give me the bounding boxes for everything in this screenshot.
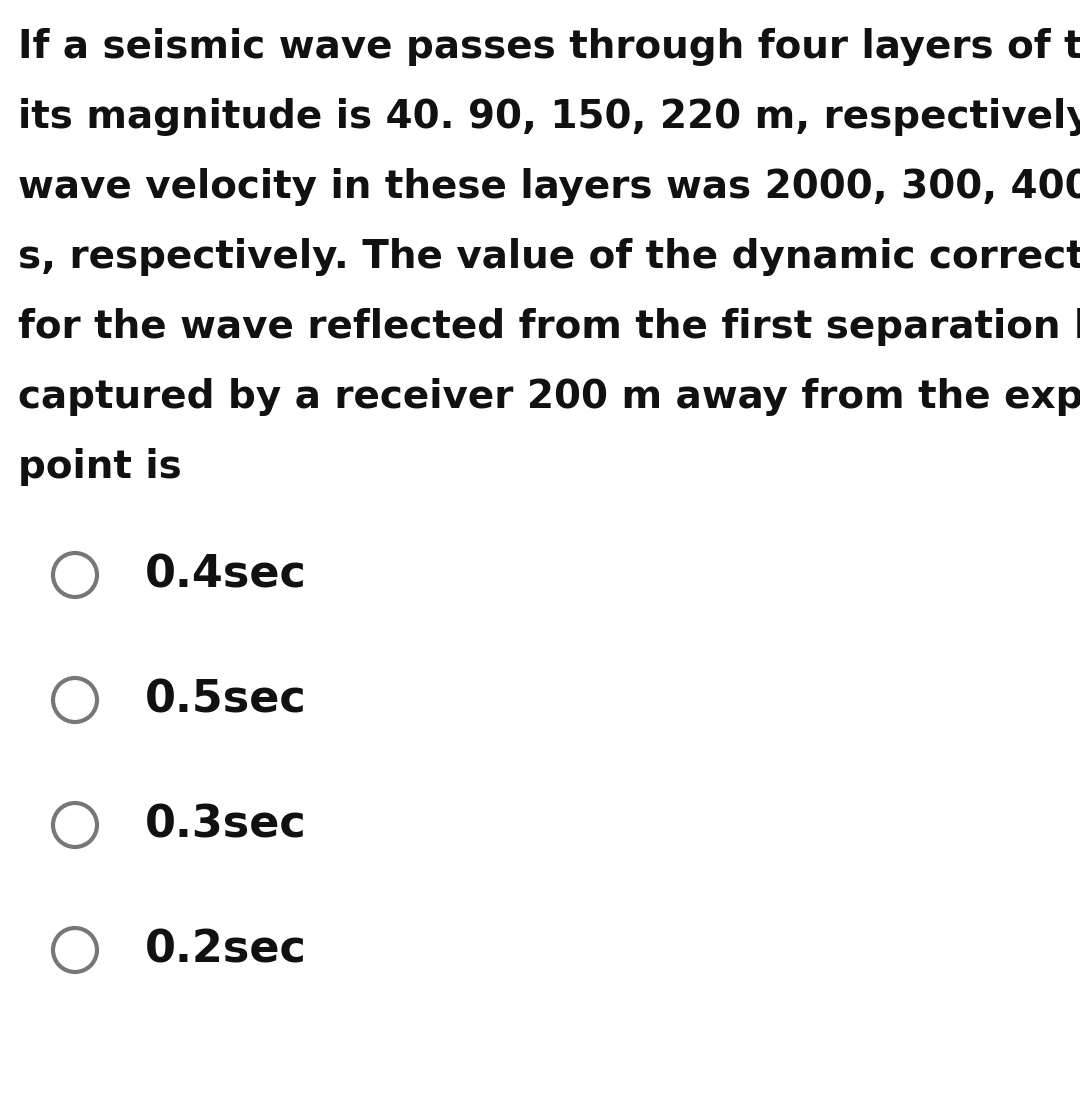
Text: If a seismic wave passes through four layers of the earth,: If a seismic wave passes through four la… (18, 28, 1080, 66)
Text: 0.3sec: 0.3sec (145, 803, 307, 847)
Text: 0.4sec: 0.4sec (145, 554, 307, 596)
Text: s, respectively. The value of the dynamic correction NMO: s, respectively. The value of the dynami… (18, 238, 1080, 276)
Text: its magnitude is 40. 90, 150, 220 m, respectively, and the: its magnitude is 40. 90, 150, 220 m, res… (18, 98, 1080, 136)
Text: captured by a receiver 200 m away from the explosion: captured by a receiver 200 m away from t… (18, 379, 1080, 416)
Text: wave velocity in these layers was 2000, 300, 400, 500 m/: wave velocity in these layers was 2000, … (18, 168, 1080, 206)
Text: 0.2sec: 0.2sec (145, 929, 307, 971)
Text: 0.5sec: 0.5sec (145, 678, 307, 722)
Text: for the wave reflected from the first separation layer and: for the wave reflected from the first se… (18, 309, 1080, 346)
Text: point is: point is (18, 449, 181, 486)
